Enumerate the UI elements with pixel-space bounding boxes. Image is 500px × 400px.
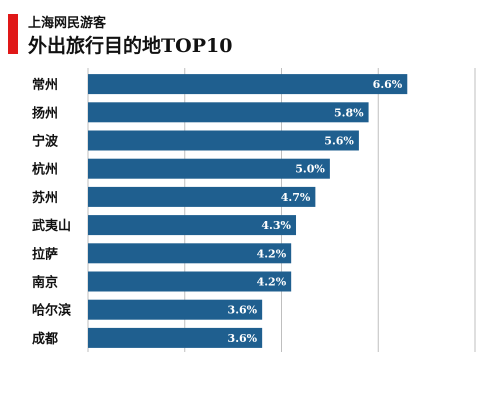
bar — [88, 299, 263, 320]
category-label: 哈尔滨 — [32, 303, 71, 319]
data-label: 4.7% — [281, 191, 311, 204]
category-label: 拉萨 — [32, 246, 58, 262]
bar — [88, 186, 316, 207]
category-label: 常州 — [32, 77, 58, 93]
data-label: 5.0% — [295, 163, 325, 176]
category-label: 南京 — [32, 275, 58, 291]
accent-bar — [8, 14, 18, 54]
bar — [88, 215, 297, 236]
category-label: 杭州 — [32, 162, 58, 178]
data-label: 3.6% — [228, 332, 258, 345]
category-label: 扬州 — [32, 105, 58, 121]
data-label: 4.2% — [257, 247, 287, 260]
category-label: 宁波 — [32, 134, 59, 150]
bar — [88, 102, 369, 123]
bar — [88, 243, 292, 264]
chart-title: 外出旅行目的地TOP10 — [28, 35, 233, 57]
data-label: 5.8% — [334, 106, 364, 119]
bar — [88, 158, 330, 179]
data-label: 6.6% — [373, 78, 403, 91]
bar — [88, 271, 292, 292]
category-label: 苏州 — [32, 190, 58, 206]
category-label: 成都 — [32, 331, 58, 347]
chart-title-block: 上海网民游客 外出旅行目的地TOP10 — [0, 0, 500, 62]
bar — [88, 327, 263, 348]
chart-subtitle: 上海网民游客 — [28, 16, 107, 31]
bar — [88, 130, 359, 151]
data-label: 3.6% — [228, 304, 258, 317]
data-label: 4.3% — [261, 219, 291, 232]
data-label: 5.6% — [324, 135, 354, 148]
data-label: 4.2% — [257, 276, 287, 289]
bar — [88, 74, 408, 95]
category-label: 武夷山 — [32, 218, 71, 234]
